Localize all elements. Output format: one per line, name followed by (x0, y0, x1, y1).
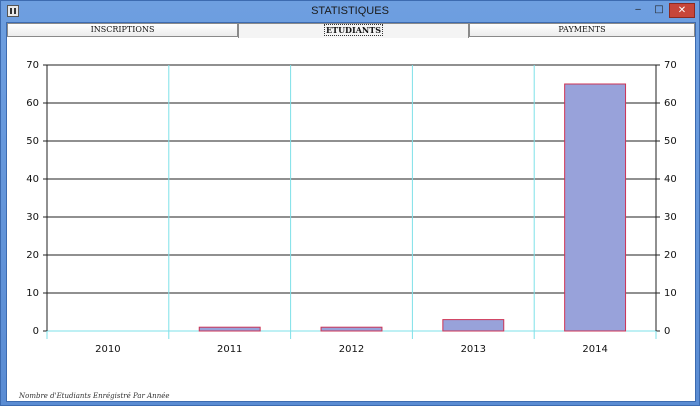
tab-payments[interactable]: PAYMENTS (469, 23, 695, 37)
y-tick-label-right: 10 (664, 288, 677, 299)
tab-inscriptions[interactable]: INSCRIPTIONS (7, 23, 238, 37)
x-tick-label: 2010 (95, 344, 120, 355)
bar (198, 326, 261, 332)
y-tick-label-right: 40 (664, 174, 677, 185)
title-bar[interactable]: STATISTIQUES ‒ □ ✕ (1, 1, 699, 22)
maximize-button[interactable]: □ (654, 4, 664, 15)
y-tick-label-right: 50 (664, 136, 677, 147)
y-tick-label: 50 (26, 136, 39, 147)
chart-footnote: Nombre d'Etudiants Enrégistré Par Année (19, 392, 170, 400)
tab-etudiants[interactable]: ETUDIANTS (238, 23, 469, 38)
y-tick-label-right: 60 (664, 98, 677, 109)
chart-svg: 0 0 10 10 20 20 30 30 40 40 50 50 60 60 70 70 2010 2011 20… (26, 60, 677, 355)
y-tick-label-right: 20 (664, 250, 677, 261)
bar (442, 319, 505, 332)
y-tick-label: 10 (26, 288, 39, 299)
y-tick-label-right: 70 (664, 60, 677, 71)
tab-bar: INSCRIPTIONS ETUDIANTS PAYMENTS (7, 23, 697, 38)
y-tick-label: 20 (26, 250, 39, 261)
x-tick-label: 2011 (217, 344, 242, 355)
app-icon[interactable] (7, 5, 19, 17)
x-tick-label: 2013 (461, 344, 486, 355)
y-tick-label: 0 (33, 326, 39, 337)
tab-label: PAYMENTS (558, 25, 606, 34)
y-tick-label: 70 (26, 60, 39, 71)
bar (564, 83, 627, 332)
x-tick-label: 2014 (582, 344, 607, 355)
students-per-year-chart: 0 0 10 10 20 20 30 30 40 40 50 50 60 60 70 70 2010 2011 20… (7, 39, 697, 401)
tab-label: ETUDIANTS (324, 24, 383, 36)
y-tick-label-right: 30 (664, 212, 677, 223)
tab-label: INSCRIPTIONS (90, 25, 155, 34)
client-area: INSCRIPTIONS ETUDIANTS PAYMENTS 0 0 10 10 20… (6, 22, 696, 402)
y-tick-label: 60 (26, 98, 39, 109)
minimize-button[interactable]: ‒ (634, 4, 642, 15)
window-title: STATISTIQUES (311, 5, 389, 17)
y-tick-label: 40 (26, 174, 39, 185)
close-button[interactable]: ✕ (669, 3, 695, 18)
y-tick-label: 30 (26, 212, 39, 223)
bar (320, 326, 383, 332)
x-tick-label: 2012 (339, 344, 364, 355)
y-tick-label-right: 0 (664, 326, 670, 337)
